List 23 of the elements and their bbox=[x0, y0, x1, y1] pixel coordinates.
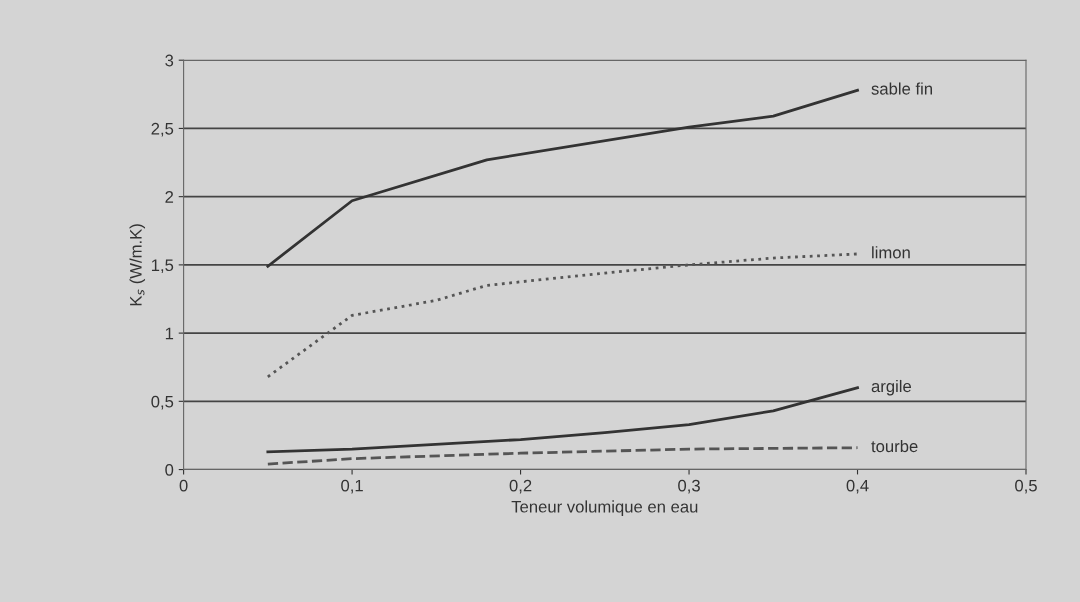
y-tick-label: 2,5 bbox=[151, 122, 174, 137]
x-tick-label: 0,5 bbox=[1015, 479, 1037, 494]
series-label: limon bbox=[872, 246, 910, 259]
x-tick-label: 0,3 bbox=[678, 479, 700, 494]
line-series bbox=[266, 252, 859, 379]
x-tick-label: 0,2 bbox=[509, 479, 532, 494]
x-axis-title: Teneur volumique en eau bbox=[511, 500, 698, 516]
y-tick-label: 0,5 bbox=[151, 395, 174, 410]
series-label: sable fin bbox=[871, 82, 932, 95]
y-tick-label: 2 bbox=[165, 191, 174, 203]
series-label: tourbe bbox=[871, 439, 918, 453]
y-tick-label: 0 bbox=[165, 463, 174, 476]
x-tick-label: 0 bbox=[179, 479, 188, 492]
line-series bbox=[266, 446, 859, 466]
x-tick-label: 0,4 bbox=[846, 479, 869, 494]
line-series bbox=[266, 88, 859, 268]
y-tick-label: 1,5 bbox=[151, 259, 174, 274]
line-series bbox=[266, 386, 859, 454]
series-label: argile bbox=[871, 379, 912, 396]
y-tick-label: 1 bbox=[165, 327, 174, 340]
y-tick-label: 3 bbox=[165, 54, 174, 67]
y-axis-title: K$_{s}$ (W/m.K) bbox=[129, 224, 146, 306]
x-tick-label: 0,1 bbox=[341, 479, 363, 494]
